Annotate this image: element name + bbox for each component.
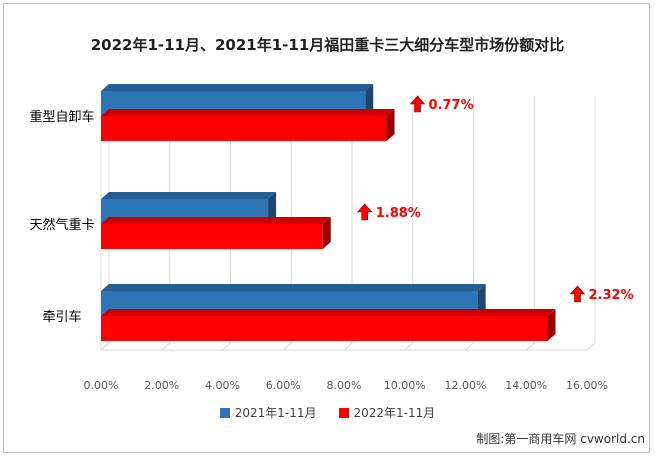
legend-label-2022: 2022年1-11月 bbox=[353, 406, 436, 420]
gridline-floor bbox=[343, 342, 353, 351]
x-tick-label: 12.00% bbox=[445, 379, 487, 392]
legend-item-2022: 2022年1-11月 bbox=[338, 404, 436, 421]
legend-label-2021: 2021年1-11月 bbox=[234, 406, 317, 420]
legend-swatch-2021 bbox=[219, 407, 230, 418]
change-label: 1.88% bbox=[376, 206, 421, 221]
x-tick-label: 16.00% bbox=[566, 379, 608, 392]
chart-title: 2022年1-11月、2021年1-11月福田重卡三大细分车型市场份额对比 bbox=[90, 36, 565, 54]
up-arrow-icon bbox=[357, 203, 373, 221]
change-label: 2.32% bbox=[589, 288, 634, 303]
gridline-floor bbox=[100, 342, 110, 351]
gridline-floor bbox=[222, 342, 231, 351]
x-tick-label: 4.00% bbox=[205, 379, 240, 392]
bar-2022 bbox=[101, 109, 395, 141]
legend-swatch-2022 bbox=[338, 407, 349, 418]
bars bbox=[101, 84, 556, 341]
category-label: 重型自卸车 bbox=[29, 109, 94, 125]
x-tick-label: 2.00% bbox=[144, 379, 179, 392]
gridline-floor bbox=[282, 342, 292, 351]
change-label: 0.77% bbox=[429, 98, 474, 113]
category-label: 天然气重卡 bbox=[29, 217, 94, 233]
x-tick-label: 10.00% bbox=[384, 379, 426, 392]
gridline-floor bbox=[465, 342, 474, 351]
x-tick-label: 6.00% bbox=[266, 379, 301, 392]
gridline-floor bbox=[404, 342, 414, 351]
gridline-floor bbox=[161, 342, 171, 351]
up-arrow-icon bbox=[409, 95, 426, 113]
annotations: 0.77% 1.88% 2.32% bbox=[357, 95, 634, 303]
bar-2022 bbox=[101, 217, 331, 249]
bar-2022 bbox=[101, 309, 556, 341]
axes: 0.00% 2.00% 4.00% 6.00% 8.00% 10.00% 12.00% 14.… bbox=[29, 109, 607, 392]
legend-item-2021: 2021年1-11月 bbox=[219, 404, 317, 421]
category-label: 牵引车 bbox=[42, 309, 81, 325]
gridline-floor bbox=[586, 342, 596, 351]
x-tick-label: 0.00% bbox=[84, 379, 119, 392]
gridline-floor bbox=[525, 342, 535, 351]
up-arrow-icon bbox=[569, 285, 586, 303]
x-tick-label: 8.00% bbox=[327, 379, 362, 392]
legend: 2021年1-11月 2022年1-11月 bbox=[0, 404, 655, 421]
x-tick-label: 14.00% bbox=[505, 379, 547, 392]
source-note: 制图:第一商用车网 cvworld.cn bbox=[476, 432, 645, 446]
